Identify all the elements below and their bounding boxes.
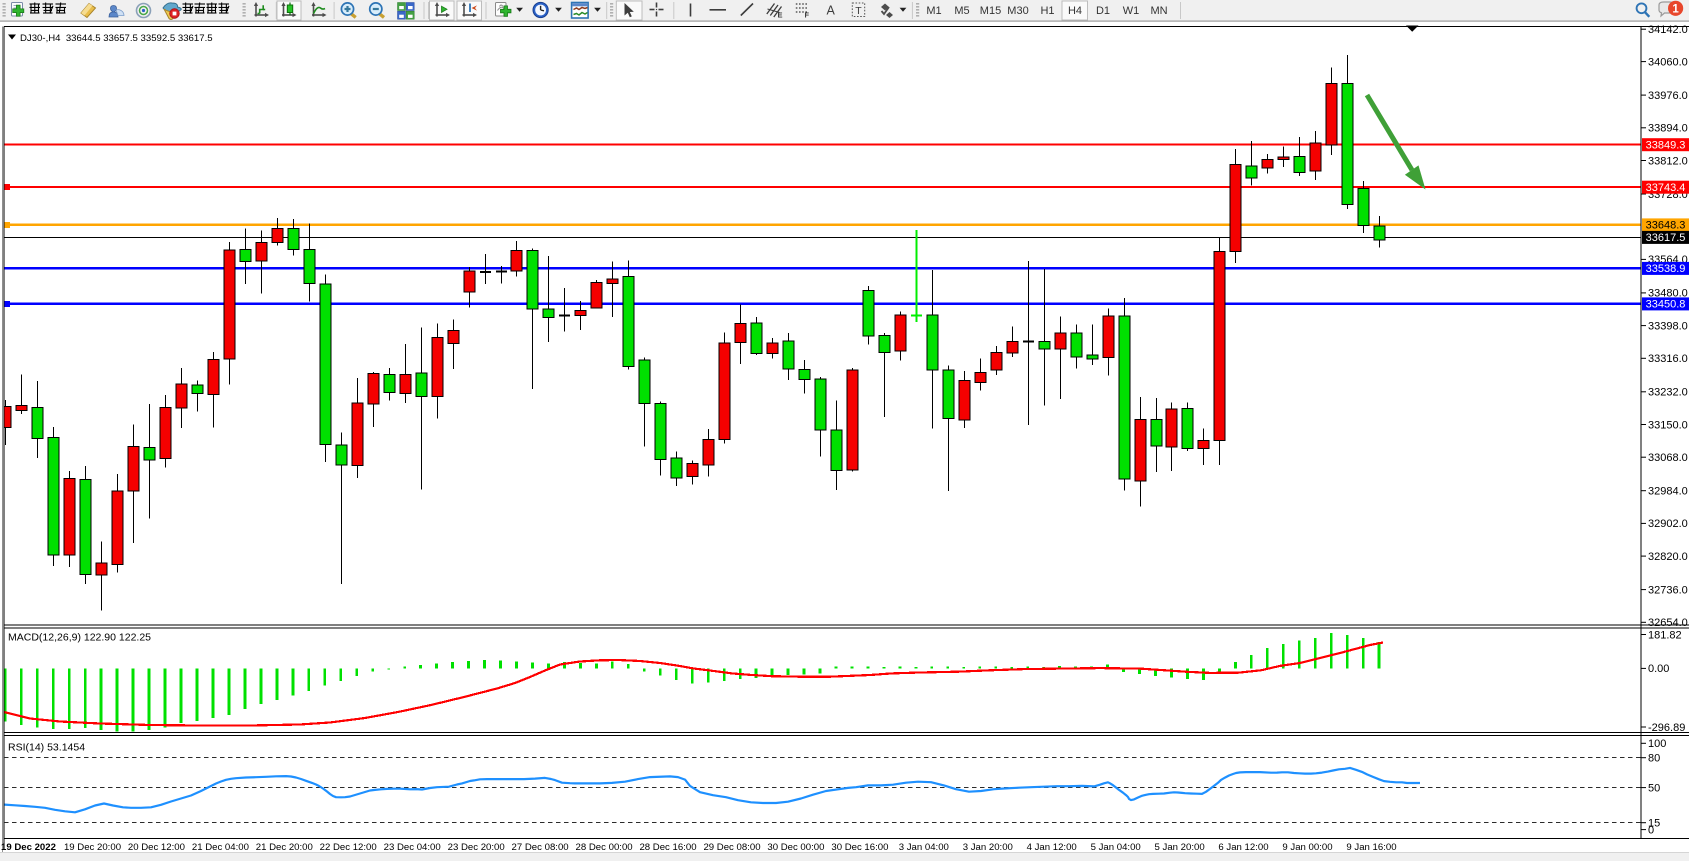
svg-text:15: 15: [1648, 818, 1660, 830]
svg-text:33812.0: 33812.0: [1648, 155, 1688, 167]
svg-text:33976.0: 33976.0: [1648, 90, 1688, 102]
svg-text:33849.3: 33849.3: [1646, 140, 1686, 152]
svg-text:-296.89: -296.89: [1648, 722, 1685, 734]
svg-text:22 Dec 12:00: 22 Dec 12:00: [320, 842, 377, 853]
svg-text:33538.9: 33538.9: [1646, 263, 1686, 275]
svg-text:28 Dec 00:00: 28 Dec 00:00: [576, 842, 633, 853]
svg-text:27 Dec 08:00: 27 Dec 08:00: [512, 842, 569, 853]
svg-text:6 Jan 12:00: 6 Jan 12:00: [1218, 842, 1268, 853]
svg-text:F: F: [805, 11, 810, 20]
svg-text:1: 1: [1672, 3, 1679, 15]
svg-text:33894.0: 33894.0: [1648, 123, 1688, 135]
svg-text:30 Dec 00:00: 30 Dec 00:00: [767, 842, 824, 853]
svg-text:H1: H1: [1040, 5, 1054, 17]
svg-text:MACD(12,26,9) 122.90 122.25: MACD(12,26,9) 122.90 122.25: [8, 632, 151, 644]
svg-text:80: 80: [1648, 753, 1660, 765]
svg-text:32654.0: 32654.0: [1648, 617, 1688, 629]
svg-text:H4: H4: [1068, 5, 1082, 17]
svg-text:33316.0: 33316.0: [1648, 353, 1688, 365]
svg-text:21 Dec 04:00: 21 Dec 04:00: [192, 842, 249, 853]
svg-text:34060.0: 34060.0: [1648, 56, 1688, 68]
svg-text:3 Jan 20:00: 3 Jan 20:00: [963, 842, 1013, 853]
svg-text:0: 0: [1648, 824, 1654, 836]
svg-text:MN: MN: [1150, 5, 1167, 17]
svg-text:M1: M1: [926, 5, 941, 17]
svg-text:33743.4: 33743.4: [1646, 182, 1686, 194]
svg-text:19 Dec 20:00: 19 Dec 20:00: [64, 842, 121, 853]
svg-text:E: E: [778, 11, 783, 20]
svg-text:32820.0: 32820.0: [1648, 551, 1688, 563]
svg-text:DJ30-,H4 33644.5 33657.5 3359: DJ30-,H4 33644.5 33657.5 33592.5 33617.5: [20, 33, 213, 44]
svg-text:50: 50: [1648, 782, 1660, 794]
svg-text:4 Jan 12:00: 4 Jan 12:00: [1027, 842, 1077, 853]
svg-text:100: 100: [1648, 738, 1666, 750]
svg-text:W1: W1: [1123, 5, 1140, 17]
svg-text:33398.0: 33398.0: [1648, 320, 1688, 332]
svg-text:M30: M30: [1007, 5, 1028, 17]
svg-text:29 Dec 08:00: 29 Dec 08:00: [703, 842, 760, 853]
svg-text:M5: M5: [954, 5, 969, 17]
svg-text:33617.5: 33617.5: [1646, 232, 1686, 244]
svg-text:5 Jan 20:00: 5 Jan 20:00: [1155, 842, 1205, 853]
svg-text:D1: D1: [1096, 5, 1110, 17]
svg-text:RSI(14) 53.1454: RSI(14) 53.1454: [8, 742, 85, 754]
svg-text:5 Jan 04:00: 5 Jan 04:00: [1091, 842, 1141, 853]
svg-text:28 Dec 16:00: 28 Dec 16:00: [639, 842, 696, 853]
svg-text:23 Dec 20:00: 23 Dec 20:00: [448, 842, 505, 853]
svg-text:32984.0: 32984.0: [1648, 486, 1688, 498]
svg-text:23 Dec 04:00: 23 Dec 04:00: [384, 842, 441, 853]
svg-text:21 Dec 20:00: 21 Dec 20:00: [256, 842, 313, 853]
svg-text:20 Dec 12:00: 20 Dec 12:00: [128, 842, 185, 853]
svg-text:34142.0: 34142.0: [1648, 24, 1688, 36]
svg-text:33480.0: 33480.0: [1648, 288, 1688, 300]
svg-text:T: T: [855, 5, 862, 17]
svg-text:9 Jan 00:00: 9 Jan 00:00: [1282, 842, 1332, 853]
svg-text:33648.3: 33648.3: [1646, 220, 1686, 232]
svg-text:33150.0: 33150.0: [1648, 419, 1688, 431]
svg-text:19 Dec 2022: 19 Dec 2022: [1, 842, 56, 853]
svg-text:181.82: 181.82: [1648, 629, 1682, 641]
svg-text:3 Jan 04:00: 3 Jan 04:00: [899, 842, 949, 853]
svg-text:32736.0: 32736.0: [1648, 584, 1688, 596]
svg-text:9 Jan 16:00: 9 Jan 16:00: [1346, 842, 1396, 853]
svg-text:0.00: 0.00: [1648, 663, 1669, 675]
svg-text:33450.8: 33450.8: [1646, 299, 1686, 311]
svg-text:33068.0: 33068.0: [1648, 452, 1688, 464]
svg-text:30 Dec 16:00: 30 Dec 16:00: [831, 842, 888, 853]
svg-text:33232.0: 33232.0: [1648, 387, 1688, 399]
svg-text:M15: M15: [980, 5, 1001, 17]
svg-text:32902.0: 32902.0: [1648, 518, 1688, 530]
svg-text:A: A: [827, 4, 836, 18]
